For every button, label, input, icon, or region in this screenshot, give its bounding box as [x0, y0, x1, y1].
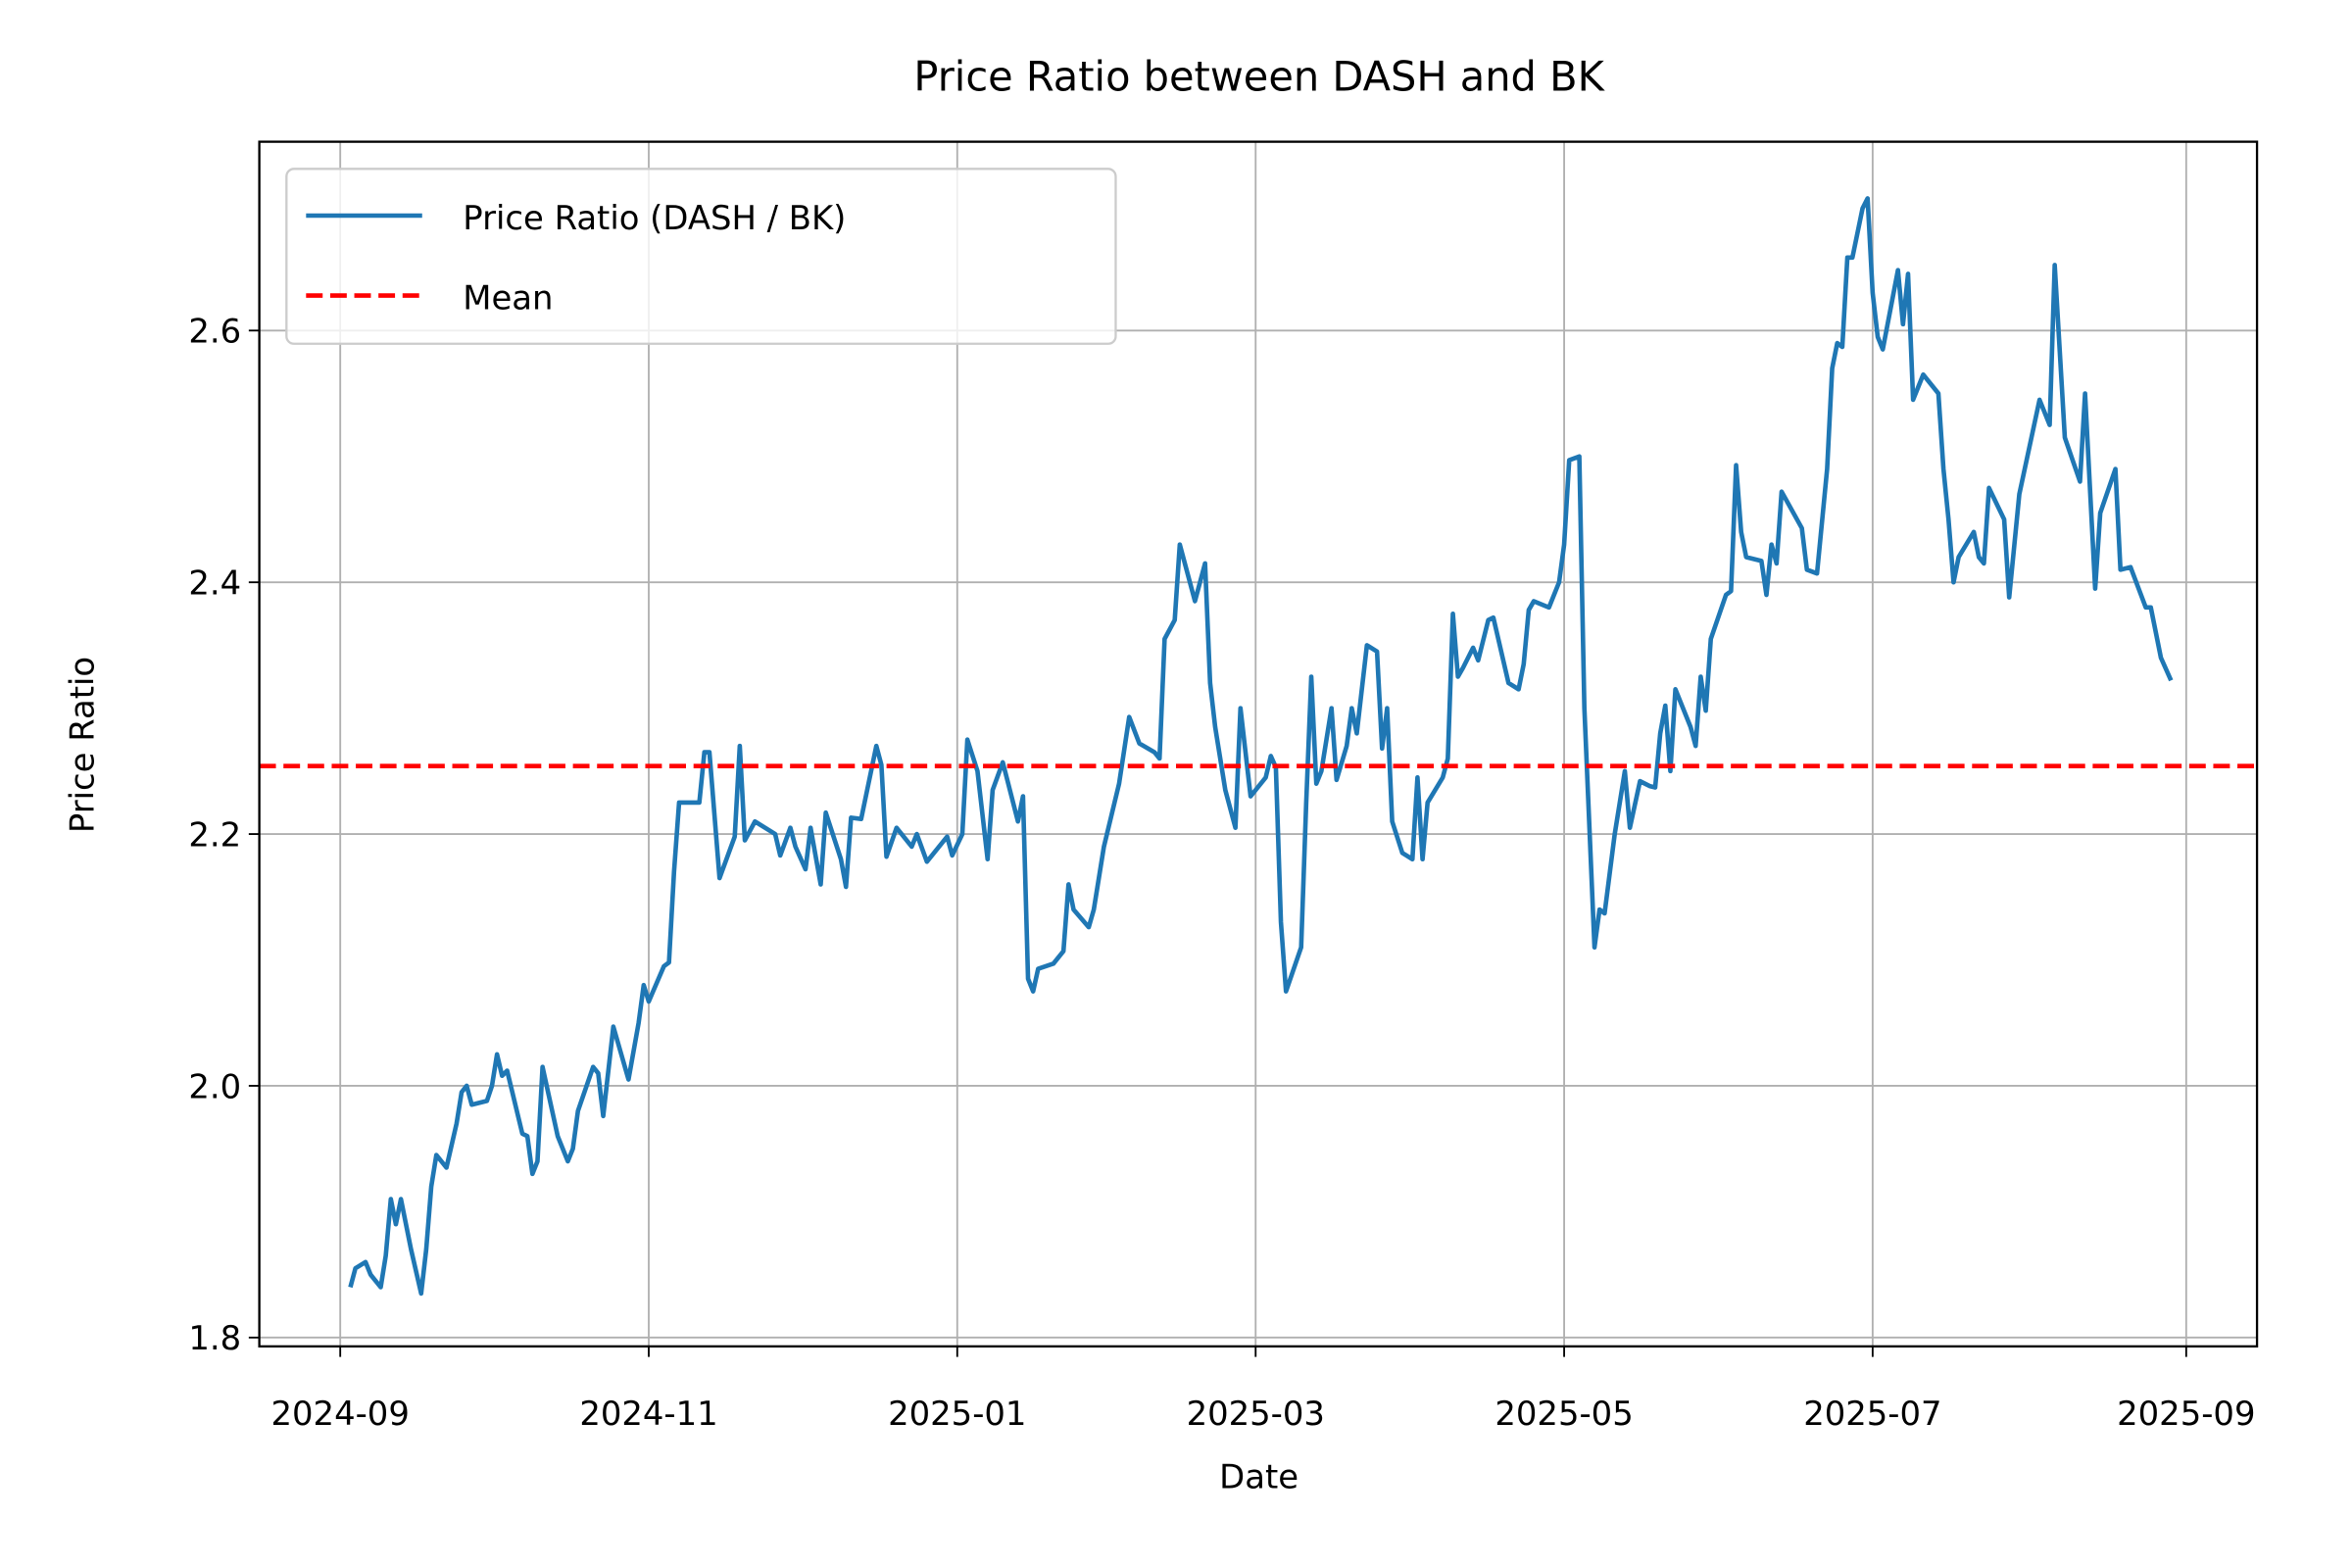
- y-axis-label: Price Ratio: [63, 657, 101, 833]
- x-axis-label: Date: [1219, 1457, 1298, 1495]
- x-tick-label: 2025-07: [1803, 1395, 1941, 1433]
- x-tick-label: 2024-09: [271, 1395, 410, 1433]
- data-line: [348, 196, 2174, 1297]
- x-tick-label: 2024-11: [579, 1395, 717, 1433]
- y-tick-label: 2.4: [188, 564, 241, 602]
- plot-frame: [258, 140, 2259, 1348]
- chart-title: Price Ratio between DASH and BK: [913, 52, 1605, 100]
- legend: Price Ratio (DASH / BK) Mean: [285, 168, 1117, 345]
- x-tick-label: 2025-09: [2117, 1395, 2255, 1433]
- y-tick-label: 1.8: [188, 1319, 241, 1357]
- y-tick-label: 2.2: [188, 815, 241, 854]
- y-tick-label: 2.6: [188, 313, 241, 351]
- legend-label: Mean: [463, 278, 553, 317]
- legend-label: Price Ratio (DASH / BK): [463, 199, 846, 237]
- x-tick-label: 2025-05: [1494, 1395, 1633, 1433]
- x-tick-label: 2025-01: [888, 1395, 1026, 1433]
- y-tick-label: 2.0: [188, 1067, 241, 1105]
- x-tick-label: 2025-03: [1187, 1395, 1325, 1433]
- legend-box: [285, 168, 1117, 345]
